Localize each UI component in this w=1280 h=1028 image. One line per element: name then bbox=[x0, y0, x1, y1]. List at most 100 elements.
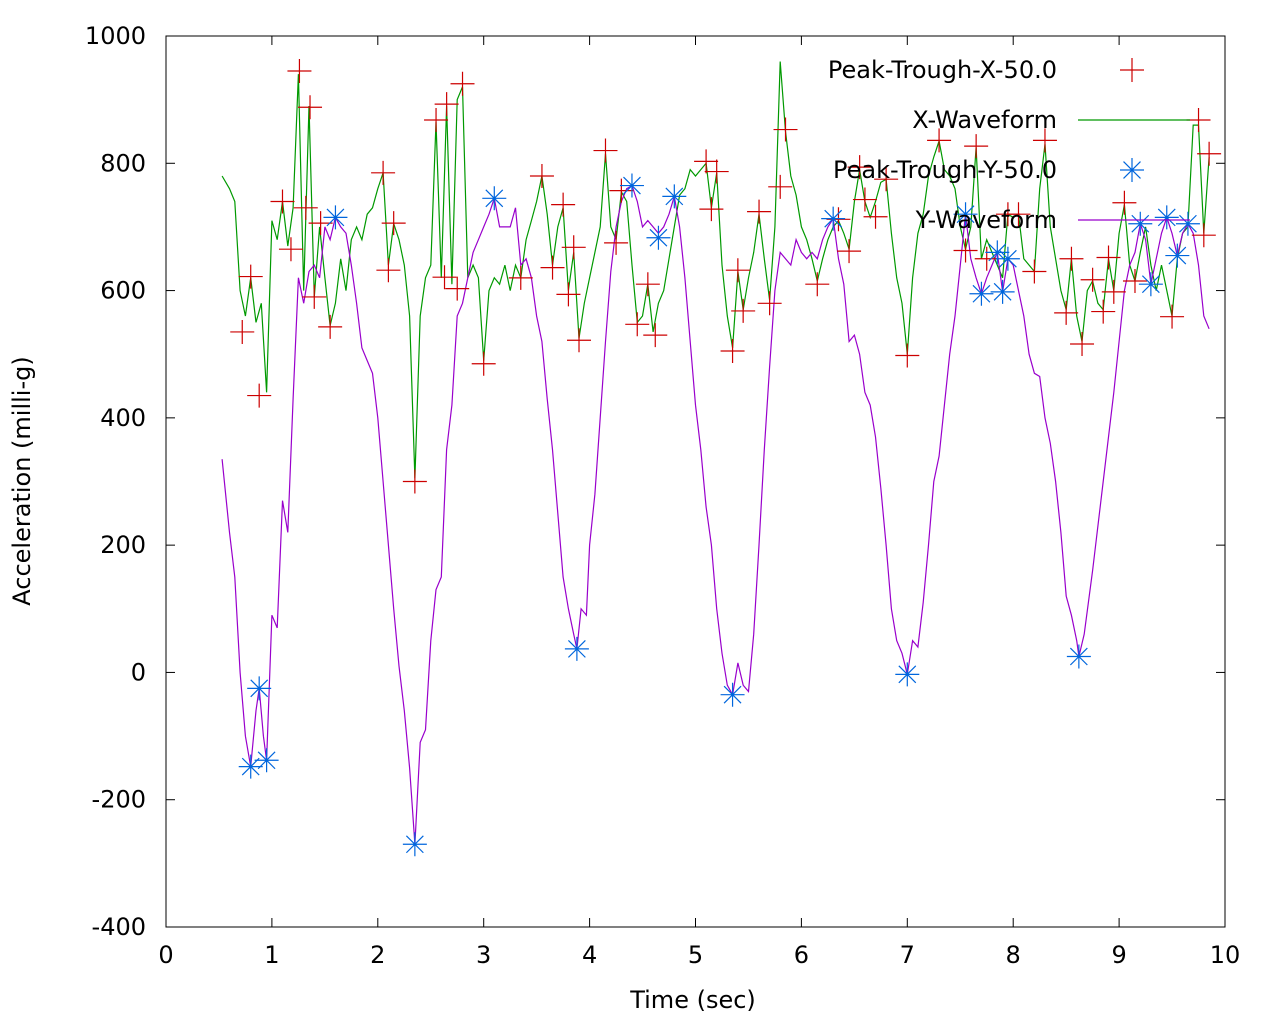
data-point-peak-trough-x-50-0 bbox=[604, 230, 629, 255]
data-point-peak-trough-y-50-0 bbox=[720, 682, 745, 707]
data-point-peak-trough-x-50-0 bbox=[694, 149, 719, 174]
data-point-peak-trough-x-50-0 bbox=[450, 71, 475, 96]
data-point-peak-trough-x-50-0 bbox=[371, 160, 396, 185]
x-tick-label: 3 bbox=[476, 941, 491, 969]
data-point-peak-trough-x-50-0 bbox=[1096, 245, 1121, 270]
x-tick-label: 5 bbox=[688, 941, 703, 969]
data-point-peak-trough-x-50-0 bbox=[953, 238, 978, 263]
data-point-peak-trough-x-50-0 bbox=[424, 108, 449, 133]
data-point-peak-trough-y-50-0 bbox=[969, 281, 994, 306]
data-point-peak-trough-x-50-0 bbox=[863, 204, 888, 229]
data-point-peak-trough-y-50-0 bbox=[1154, 205, 1179, 230]
data-point-peak-trough-x-50-0 bbox=[1122, 269, 1147, 294]
data-point-peak-trough-x-50-0 bbox=[1091, 299, 1116, 324]
x-tick-label: 2 bbox=[370, 941, 385, 969]
data-point-peak-trough-x-50-0 bbox=[556, 282, 581, 307]
data-point-peak-trough-y-50-0 bbox=[482, 186, 507, 211]
x-axis-title: Time (sec) bbox=[629, 986, 756, 1014]
data-point-peak-trough-y-50-0 bbox=[1128, 211, 1153, 236]
x-tick-label: 10 bbox=[1210, 941, 1241, 969]
x-tick-label: 0 bbox=[158, 941, 173, 969]
data-point-peak-trough-x-50-0 bbox=[432, 265, 457, 290]
data-point-peak-trough-y-50-0 bbox=[821, 206, 846, 231]
data-point-peak-trough-x-50-0 bbox=[529, 164, 554, 189]
data-point-peak-trough-x-50-0 bbox=[826, 207, 851, 232]
data-point-peak-trough-x-50-0 bbox=[1054, 300, 1079, 325]
data-point-peak-trough-x-50-0 bbox=[927, 128, 952, 153]
axes: 0 1 2 3 4 5 6 7 8 9 10 -400 -200 0 200 400 600 800 1000 bbox=[85, 22, 1240, 969]
data-point-peak-trough-y-50-0 bbox=[990, 279, 1015, 304]
data-point-peak-trough-y-50-0 bbox=[323, 205, 348, 230]
data-point-peak-trough-x-50-0 bbox=[1006, 202, 1031, 227]
y-tick-label: 0 bbox=[131, 658, 146, 686]
data-point-peak-trough-x-50-0 bbox=[852, 187, 877, 212]
series-line-y-waveform bbox=[221, 184, 1210, 845]
data-point-peak-trough-y-50-0 bbox=[402, 832, 427, 857]
x-tick-label: 7 bbox=[900, 941, 915, 969]
legend: Peak-Trough-X-50.0 X-Waveform Peak-Trough-… bbox=[828, 56, 1190, 234]
data-point-peak-trough-x-50-0 bbox=[508, 265, 533, 290]
y-tick-label: 200 bbox=[100, 531, 146, 559]
data-point-peak-trough-y-50-0 bbox=[1066, 644, 1091, 669]
data-point-peak-trough-x-50-0 bbox=[625, 312, 650, 337]
x-tick-label: 4 bbox=[582, 941, 597, 969]
data-point-peak-trough-x-50-0 bbox=[805, 272, 830, 297]
data-point-peak-trough-x-50-0 bbox=[704, 159, 729, 184]
data-point-peak-trough-y-50-0 bbox=[254, 748, 279, 773]
data-point-peak-trough-x-50-0 bbox=[609, 178, 634, 203]
data-point-peak-trough-x-50-0 bbox=[287, 59, 312, 84]
legend-swatch-peak-trough-y-50-0 bbox=[1120, 158, 1144, 182]
data-point-peak-trough-x-50-0 bbox=[376, 258, 401, 283]
legend-label-peak-trough-x-50-0: Peak-Trough-X-50.0 bbox=[828, 56, 1057, 84]
data-point-peak-trough-x-50-0 bbox=[318, 314, 343, 339]
data-point-peak-trough-x-50-0 bbox=[1160, 304, 1185, 329]
data-point-peak-trough-x-50-0 bbox=[278, 237, 303, 262]
data-point-peak-trough-x-50-0 bbox=[445, 276, 470, 301]
data-point-peak-trough-x-50-0 bbox=[567, 328, 592, 353]
data-point-peak-trough-y-50-0 bbox=[238, 754, 263, 779]
data-point-peak-trough-x-50-0 bbox=[895, 343, 920, 368]
data-point-peak-trough-y-50-0 bbox=[662, 184, 687, 209]
data-point-peak-trough-x-50-0 bbox=[540, 255, 565, 280]
data-point-peak-trough-x-50-0 bbox=[773, 117, 798, 142]
data-point-peak-trough-x-50-0 bbox=[308, 211, 333, 236]
data-point-peak-trough-y-50-0 bbox=[646, 225, 671, 250]
data-point-peak-trough-y-50-0 bbox=[895, 662, 920, 687]
y-tick-label: 400 bbox=[100, 404, 146, 432]
data-point-peak-trough-x-50-0 bbox=[1032, 128, 1057, 153]
data-point-peak-trough-x-50-0 bbox=[298, 95, 323, 120]
data-point-peak-trough-x-50-0 bbox=[635, 272, 660, 297]
data-point-peak-trough-x-50-0 bbox=[874, 167, 899, 192]
data-point-peak-trough-y-50-0 bbox=[619, 173, 644, 198]
data-point-peak-trough-x-50-0 bbox=[247, 383, 272, 408]
x-tick-label: 1 bbox=[264, 941, 279, 969]
data-point-peak-trough-x-50-0 bbox=[561, 235, 586, 260]
data-point-peak-trough-x-50-0 bbox=[434, 92, 459, 117]
data-point-peak-trough-y-50-0 bbox=[247, 676, 272, 701]
data-point-peak-trough-x-50-0 bbox=[974, 246, 999, 271]
data-point-peak-trough-y-50-0 bbox=[1175, 211, 1200, 236]
data-point-peak-trough-x-50-0 bbox=[230, 319, 255, 344]
y-tick-label: -200 bbox=[92, 786, 146, 814]
data-point-peak-trough-x-50-0 bbox=[1070, 332, 1095, 357]
data-point-peak-trough-x-50-0 bbox=[293, 195, 318, 220]
data-point-peak-trough-x-50-0 bbox=[964, 134, 989, 159]
x-tick-label: 8 bbox=[1006, 941, 1021, 969]
data-point-peak-trough-x-50-0 bbox=[270, 189, 295, 214]
data-point-peak-trough-x-50-0 bbox=[757, 291, 782, 316]
y-tick-label: 600 bbox=[100, 277, 146, 305]
data-point-peak-trough-x-50-0 bbox=[731, 298, 756, 323]
data-point-peak-trough-x-50-0 bbox=[837, 239, 862, 264]
data-point-peak-trough-x-50-0 bbox=[1059, 246, 1084, 271]
data-point-peak-trough-x-50-0 bbox=[302, 284, 327, 309]
data-point-peak-trough-y-50-0 bbox=[1138, 272, 1163, 297]
data-point-peak-trough-x-50-0 bbox=[1112, 190, 1137, 215]
data-point-peak-trough-x-50-0 bbox=[551, 192, 576, 217]
data-point-peak-trough-x-50-0 bbox=[699, 197, 724, 222]
data-point-peak-trough-x-50-0 bbox=[471, 351, 496, 376]
data-point-peak-trough-x-50-0 bbox=[1186, 108, 1211, 133]
data-point-peak-trough-x-50-0 bbox=[747, 199, 772, 224]
data-point-peak-trough-x-50-0 bbox=[593, 138, 618, 163]
